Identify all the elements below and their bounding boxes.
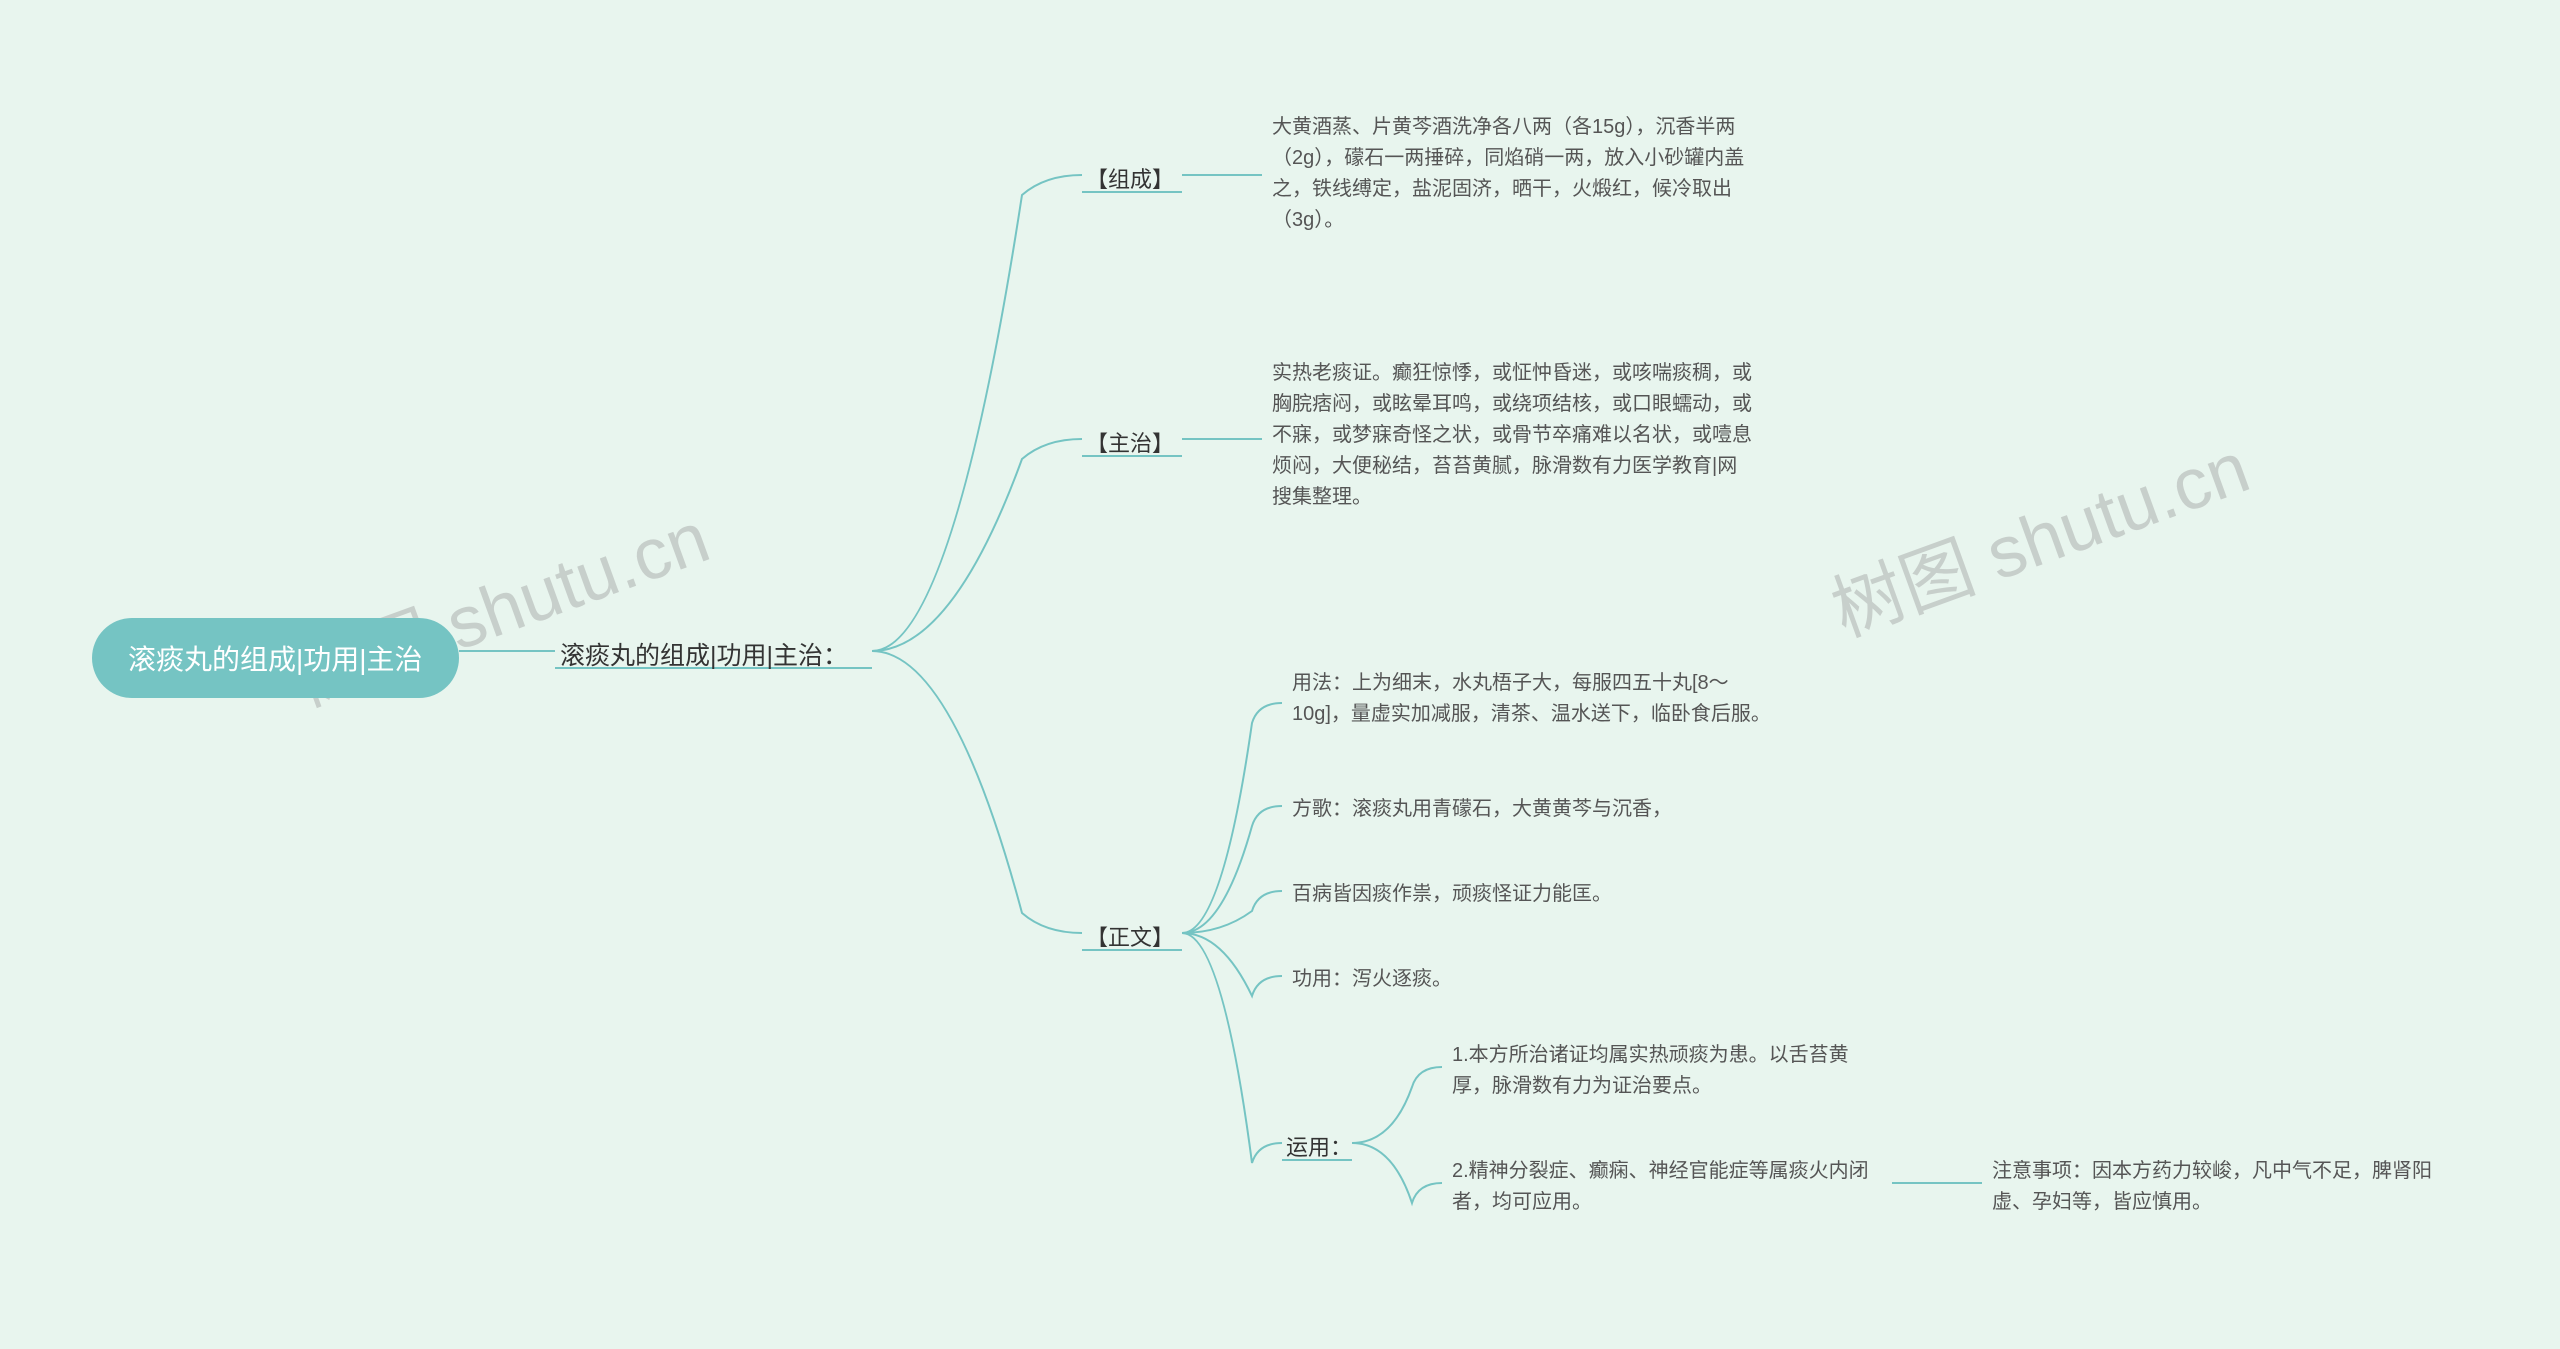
level1-label: 滚痰丸的组成|功用|主治： [560,642,848,670]
level2-zhuzhi: 【主治】 [1086,426,1174,458]
level2-yunyong: 运用： [1286,1130,1352,1162]
leaf-zhengwen-1: 方歌：滚痰丸用青礞石，大黄黄芩与沉香， [1292,794,1672,825]
level2-zhengwen: 【正文】 [1086,920,1174,952]
leaf-yunyong-2: 2.精神分裂症、癫痫、神经官能症等属痰火内闭者，均可应用。 [1452,1156,1882,1218]
level2-label: 【主治】 [1086,431,1174,456]
leaf-zucheng: 大黄酒蒸、片黄芩酒洗净各八两（各15g），沉香半两（2g），礞石一两捶碎，同焰硝… [1272,112,1752,236]
leaf-zhengwen-3: 功用：泻火逐痰。 [1292,964,1452,995]
level2-label: 运用： [1286,1135,1352,1160]
root-label: 滚痰丸的组成|功用|主治 [128,638,423,678]
level2-label: 【正文】 [1086,925,1174,950]
level1-node: 滚痰丸的组成|功用|主治： [560,636,848,672]
leaf-yunyong-1: 1.本方所治诸证均属实热顽痰为患。以舌苔黄厚，脉滑数有力为证治要点。 [1452,1040,1882,1102]
level2-zucheng: 【组成】 [1086,162,1174,194]
leaf-zhengwen-0: 用法：上为细末，水丸梧子大，每服四五十丸[8～10g]，量虚实加减服，清茶、温水… [1292,668,1772,730]
watermark: 树图 shutu.cn [1815,409,2261,657]
leaf-zhengwen-2: 百病皆因痰作祟，顽痰怪证力能匡。 [1292,879,1612,910]
root-node: 滚痰丸的组成|功用|主治 [92,618,459,698]
leaf-zhuzhi: 实热老痰证。癫狂惊悸，或怔忡昏迷，或咳喘痰稠，或胸脘痞闷，或眩晕耳鸣，或绕项结核… [1272,358,1752,513]
level2-label: 【组成】 [1086,167,1174,192]
leaf-zhuyi: 注意事项：因本方药力较峻，凡中气不足，脾肾阳虚、孕妇等，皆应慎用。 [1992,1156,2452,1218]
